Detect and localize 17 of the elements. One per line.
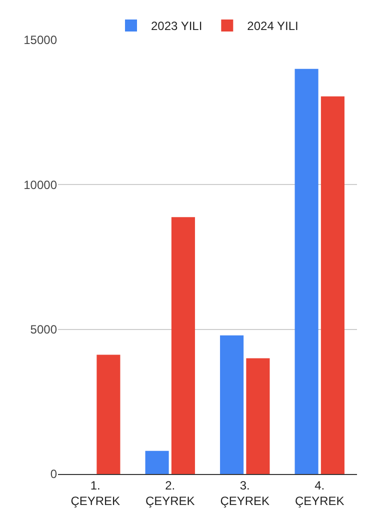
bar <box>246 358 270 474</box>
bar <box>145 450 169 474</box>
bar <box>294 68 318 474</box>
x-tick-label: 4. ÇEYREK <box>294 478 344 508</box>
bar <box>220 335 244 474</box>
legend-label: 2024 YILI <box>247 19 298 34</box>
y-tick-label: 15000 <box>24 33 58 48</box>
y-tick-label: 5000 <box>30 322 58 337</box>
x-tick-label: 2. ÇEYREK <box>145 478 195 508</box>
y-tick-label: 10000 <box>24 178 58 192</box>
x-tick-label: 3. ÇEYREK <box>220 478 270 508</box>
legend-label: 2023 YILI <box>151 19 202 34</box>
y-tick-label: 0 <box>50 467 58 482</box>
bar <box>96 354 120 474</box>
bar <box>171 217 195 474</box>
x-tick-label: 1. ÇEYREK <box>70 478 120 508</box>
bar <box>320 96 344 474</box>
